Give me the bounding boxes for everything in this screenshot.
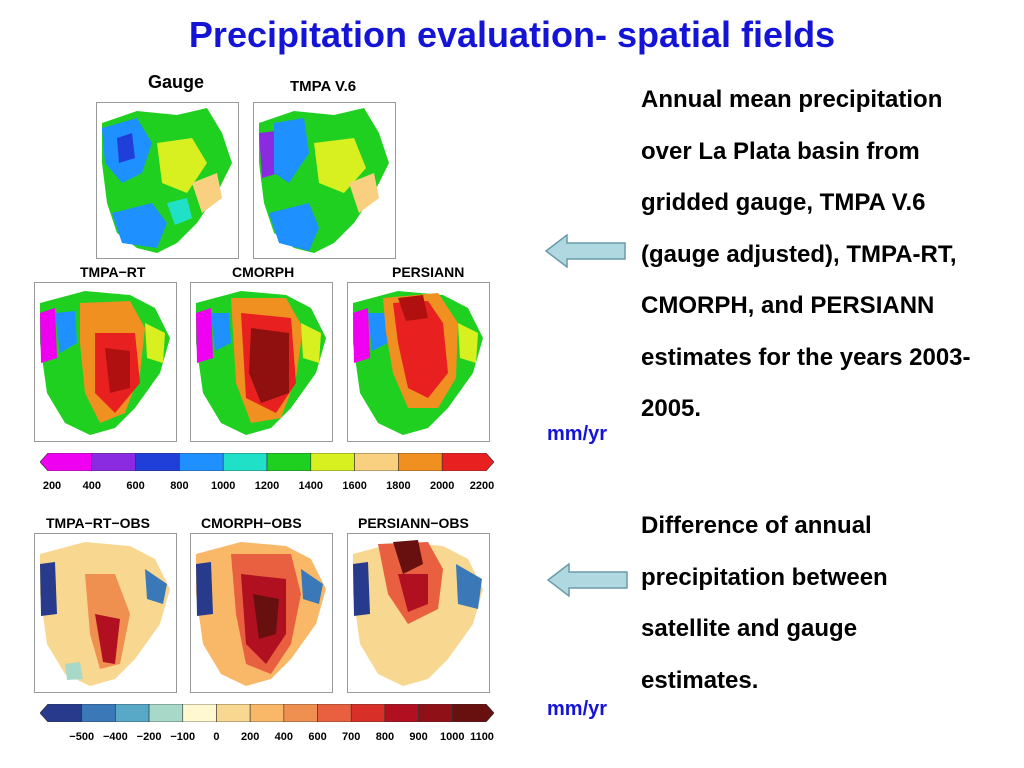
diff-colorbar-swatch <box>283 704 318 722</box>
precip-colorbar-swatch <box>441 453 494 471</box>
description-annual: Annual mean precipitation over La Plata … <box>641 86 971 422</box>
diff-colorbar-tick-label: 600 <box>308 731 327 743</box>
precip-colorbar-tick-label: 2200 <box>469 480 495 492</box>
diff-colorbar-swatch <box>40 704 82 722</box>
diff-colorbar-tick-label: −200 <box>136 731 162 743</box>
label-tmpa-v6: TMPA V.6 <box>290 78 357 95</box>
diff-colorbar-swatch <box>350 704 386 722</box>
map-panel-cmorph <box>190 282 333 442</box>
diff-colorbar-tick-label: 400 <box>274 731 294 743</box>
precip-colorbar-swatch <box>398 453 443 471</box>
precip-colorbar-tick-label: 1200 <box>254 480 280 492</box>
precip-colorbar-tick-label: 1400 <box>298 480 324 492</box>
left-arrow-icon-difference <box>547 563 628 597</box>
diff-colorbar-tick-label: 900 <box>409 731 428 743</box>
description-difference: Difference of annual precipitation betwe… <box>641 512 888 694</box>
diff-colorbar-swatch <box>182 704 217 722</box>
precip-colorbar-tick-label: 2000 <box>429 480 455 492</box>
label-gauge: Gauge <box>148 72 205 92</box>
diff-colorbar-tick-label: −400 <box>102 731 128 743</box>
diff-colorbar-swatch <box>216 704 251 722</box>
label-tmpa-rt-obs: TMPA−RT−OBS <box>46 515 150 531</box>
precip-colorbar-swatch <box>310 453 355 471</box>
colorbar-difference <box>40 704 494 722</box>
diff-colorbar-swatch <box>317 704 352 722</box>
map-panel-tmpa-rt-obs <box>34 533 177 693</box>
map-panel-gauge <box>96 102 239 259</box>
diff-colorbar-swatch <box>148 704 184 722</box>
label-persiann-obs: PERSIANN−OBS <box>358 515 469 531</box>
precip-colorbar-swatch <box>179 453 224 471</box>
slide-title: Precipitation evaluation- spatial fields <box>188 14 836 55</box>
diff-colorbar-swatch <box>81 704 116 722</box>
diff-colorbar-tick-label: −500 <box>69 731 95 743</box>
precip-colorbar-tick-label: 1800 <box>386 480 411 492</box>
diff-colorbar-tick-label: 200 <box>240 731 260 743</box>
diff-colorbar-tick-label: 800 <box>375 731 395 743</box>
diff-colorbar-swatch <box>418 704 453 722</box>
diff-colorbar-tick-label: −100 <box>170 731 196 743</box>
precip-colorbar-tick-label: 200 <box>42 480 62 492</box>
map-persiann <box>353 291 483 435</box>
map-tmpa-rt-obs <box>40 542 170 686</box>
precip-colorbar-tick-label: 1000 <box>210 480 236 492</box>
precip-colorbar-tick-label: 1600 <box>342 480 367 492</box>
diff-colorbar-swatch <box>452 704 494 722</box>
precip-colorbar-swatch <box>266 453 312 471</box>
label-cmorph: CMORPH <box>232 264 295 280</box>
unit-label-precip: mm/yr <box>547 423 608 445</box>
diff-colorbar-tick-label: 700 <box>342 731 361 743</box>
map-cmorph <box>196 291 326 435</box>
unit-label-diff: mm/yr <box>547 698 608 720</box>
diff-colorbar-swatch <box>384 704 419 722</box>
diff-colorbar-swatch <box>115 704 150 722</box>
precip-colorbar-tick-label: 800 <box>170 480 189 492</box>
map-panel-persiann <box>347 282 490 442</box>
diff-colorbar-tick-label: 1000 <box>440 731 465 743</box>
precip-colorbar-swatch <box>91 453 136 471</box>
map-panel-cmorph-obs <box>190 533 333 693</box>
precip-colorbar-swatch <box>135 453 180 471</box>
label-persiann: PERSIANN <box>392 264 465 280</box>
precip-colorbar-swatch <box>40 453 93 471</box>
map-tmpa-rt <box>40 291 170 435</box>
map-panel-tmpa-v6 <box>253 102 396 259</box>
map-cmorph-obs <box>196 542 326 686</box>
colorbar-difference-ticks: −500 −400 −200 −100 0 200 400 600 700 800 900 1000 1… <box>40 731 494 745</box>
map-panel-tmpa-rt <box>34 282 177 442</box>
label-tmpa-rt: TMPA−RT <box>80 264 146 280</box>
colorbar-precipitation <box>40 453 494 471</box>
diff-colorbar-tick-label: 1100 <box>470 731 494 743</box>
left-arrow-icon-annual <box>545 234 626 268</box>
label-cmorph-obs: CMORPH−OBS <box>201 515 302 531</box>
diff-colorbar-swatch <box>249 704 285 722</box>
colorbar-precipitation-ticks: 200 400 600 800 1000 1200 1400 1600 1800 2000 2200 <box>40 480 494 494</box>
precip-colorbar-tick-label: 400 <box>82 480 101 492</box>
precip-colorbar-tick-label: 600 <box>126 480 145 492</box>
precip-colorbar-swatch <box>354 453 399 471</box>
diff-colorbar-tick-label: 0 <box>213 731 220 743</box>
precip-colorbar-swatch <box>222 453 268 471</box>
map-gauge <box>102 108 232 253</box>
map-panel-persiann-obs <box>347 533 490 693</box>
map-persiann-obs <box>353 540 483 686</box>
map-tmpa-v6 <box>259 108 389 253</box>
